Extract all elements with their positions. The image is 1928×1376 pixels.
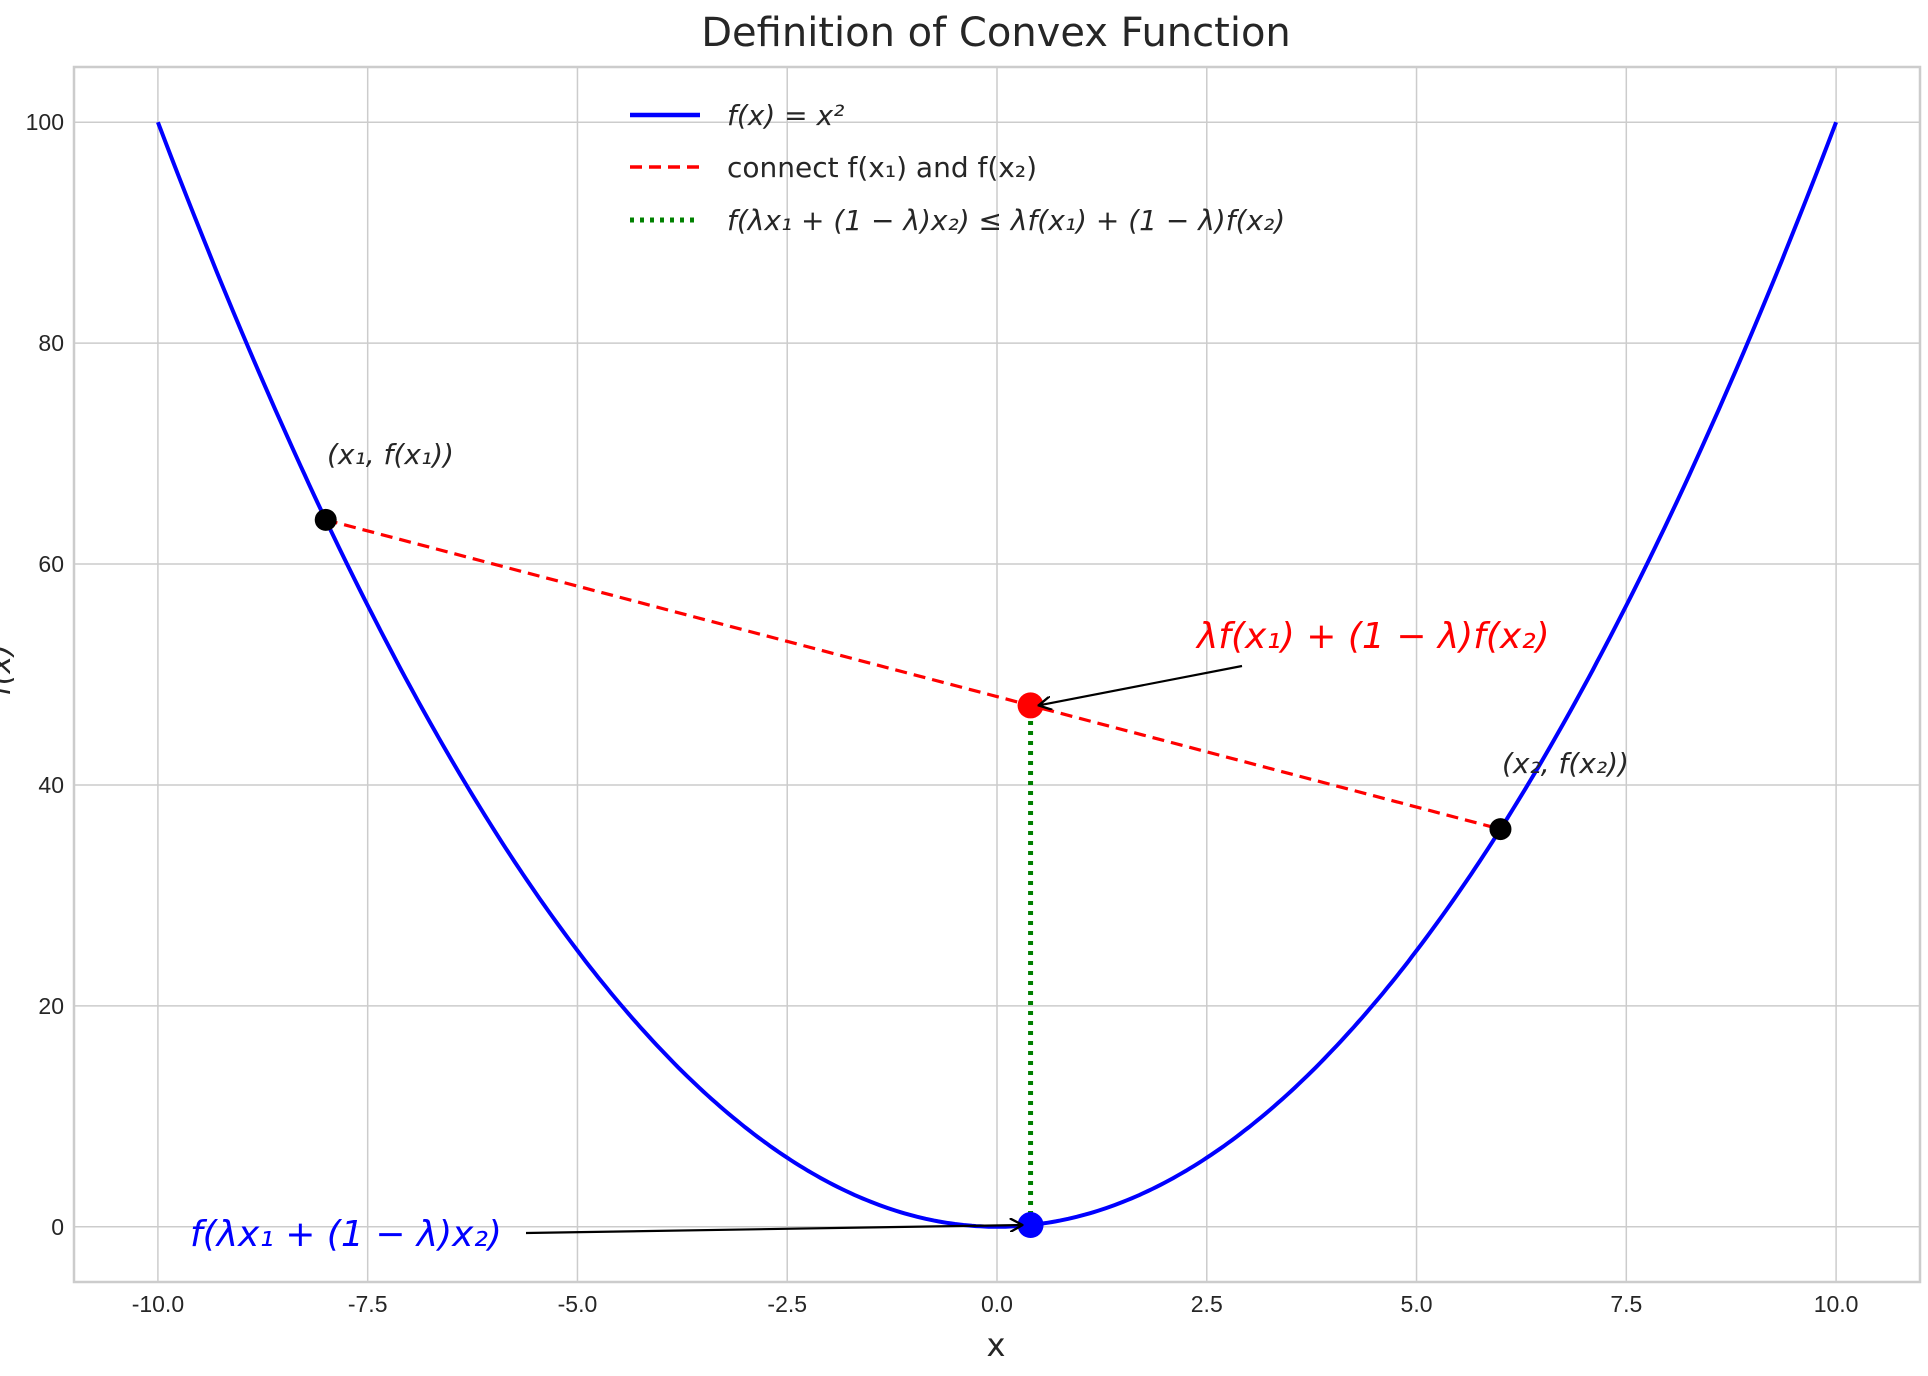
data-point (314, 508, 337, 531)
x-tick-label: -7.5 (348, 1291, 388, 1317)
annotation-arrow-1 (1039, 664, 1243, 705)
x-tick-label: 2.5 (1191, 1291, 1223, 1317)
x-tick-label: 10.0 (1814, 1291, 1859, 1317)
legend-label: f(λx₁ + (1 − λ)x₂) ≤ λf(x₁) + (1 − λ)f(x… (727, 204, 1285, 237)
x-axis-label: x (987, 1326, 1006, 1364)
y-tick-label: 100 (26, 109, 64, 135)
x-tick-label: -2.5 (767, 1291, 807, 1317)
x-tick-label: 0.0 (981, 1291, 1013, 1317)
plot-frame (72, 65, 1922, 1284)
annotation-arrow-2 (525, 1225, 1023, 1235)
annotation-function-value: f(λx₁ + (1 − λ)x₂) (190, 1214, 502, 1255)
y-tick-label: 60 (38, 551, 64, 577)
x-tick-label: 7.5 (1610, 1291, 1642, 1317)
x-tick-label: 5.0 (1401, 1291, 1433, 1317)
x-tick-label: -5.0 (558, 1291, 598, 1317)
data-point (1017, 1212, 1044, 1239)
y-axis-label: f(x) (0, 644, 18, 696)
y-tick-label: 80 (38, 330, 64, 356)
series-line-1 (156, 121, 1838, 1229)
y-tick-label: 40 (38, 772, 64, 798)
chart-title: Definition of Convex Function (701, 10, 1291, 56)
legend-label: f(x) = x² (727, 99, 844, 132)
y-tick-label: 0 (51, 1214, 64, 1240)
data-point (1489, 818, 1512, 841)
y-tick-label: 20 (38, 993, 64, 1019)
series-line-2 (325, 518, 1501, 831)
legend-label: connect f(x₁) and f(x₂) (727, 151, 1037, 184)
annotation-point-1: (x₁, f(x₁)) (327, 438, 454, 471)
annotation-convex-combination: λf(x₁) + (1 − λ)f(x₂) (1195, 616, 1550, 657)
x-tick-label: -10.0 (132, 1291, 184, 1317)
annotation-point-2: (x₂, f(x₂)) (1502, 747, 1629, 780)
